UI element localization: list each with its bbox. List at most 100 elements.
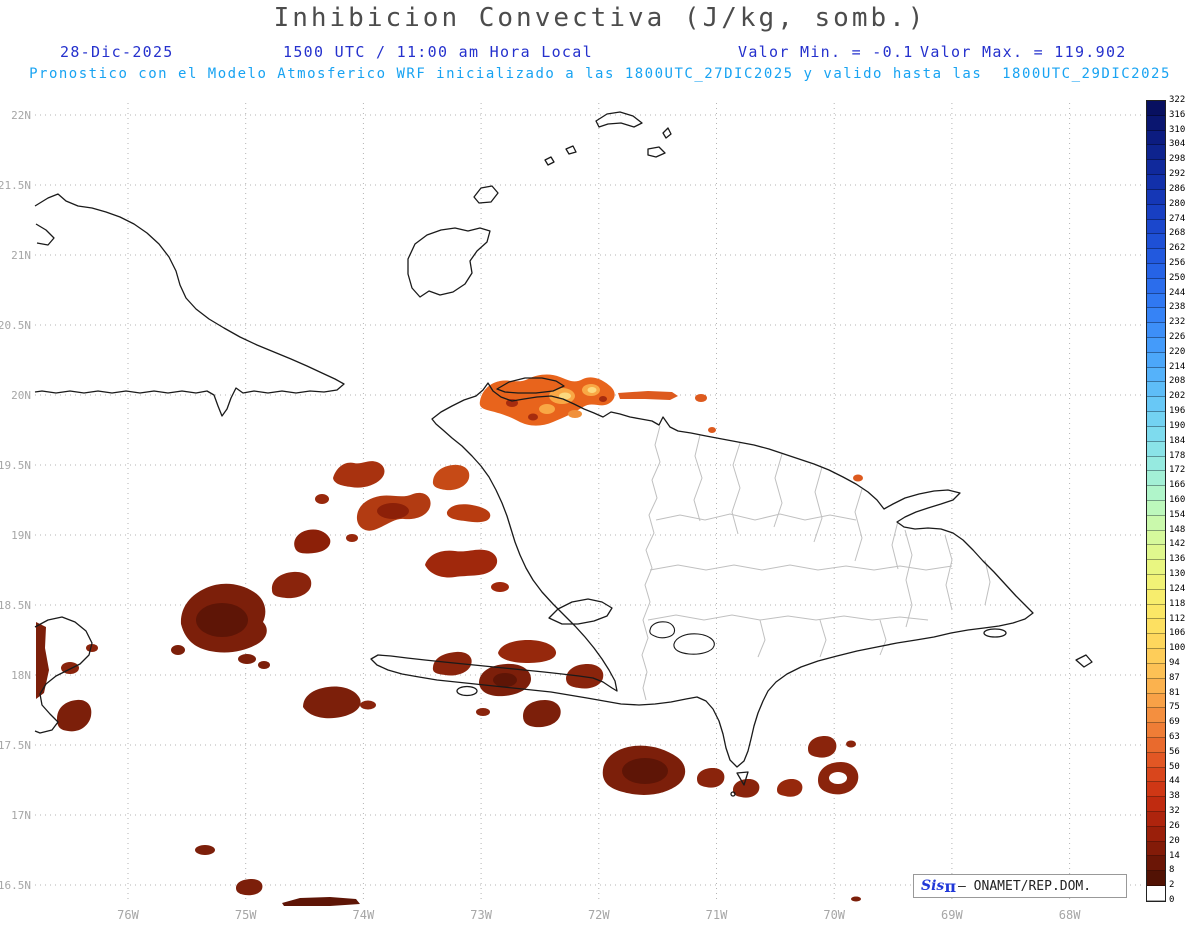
colorbar-segment: [1147, 471, 1165, 487]
lon-tick-label: 71W: [705, 908, 728, 922]
colorbar-tick-label: 304: [1169, 139, 1186, 150]
cin-shading-blob: [846, 740, 856, 748]
cin-shading-blob: [851, 896, 861, 902]
colorbar-tick-label: 81: [1169, 687, 1180, 698]
colorbar-tick-label: 124: [1169, 583, 1186, 594]
colorbar-tick-label: 238: [1169, 302, 1186, 313]
longitude-axis: 76W 75W 74W 73W 72W 71W 70W 69W 68W: [0, 908, 1200, 924]
colorbar-tick-label: 214: [1169, 361, 1186, 372]
colorbar-tick-label: 244: [1169, 287, 1186, 298]
colorbar-tick-label: 262: [1169, 243, 1186, 254]
cin-shading-blob: [196, 603, 248, 637]
colorbar-segment: [1147, 308, 1165, 324]
cin-shading-blob: [523, 700, 561, 728]
lon-tick-label: 75W: [234, 908, 257, 922]
colorbar-segment: [1147, 412, 1165, 427]
colorbar-segment: [1147, 767, 1165, 783]
colorbar-segment: [1147, 160, 1165, 176]
colorbar-segment: [1147, 101, 1165, 116]
colorbar-tick-label: 274: [1169, 213, 1186, 224]
colorbar-segment: [1147, 486, 1165, 501]
cin-shading-blob: [476, 708, 490, 716]
colorbar-tick-label: 32: [1169, 806, 1180, 817]
lat-tick-label: 17.5N: [0, 739, 31, 752]
cin-shading-blob: [360, 700, 376, 710]
colorbar-tick-label: 286: [1169, 183, 1186, 194]
forecast-date: 28-Dic-2025: [60, 43, 174, 61]
cin-shading-blob: [346, 534, 358, 542]
cin-shading-blob: [539, 404, 555, 414]
cin-shading-blob: [493, 673, 517, 687]
cin-shading-blob: [294, 529, 331, 554]
colorbar-segment: [1147, 426, 1165, 442]
cin-shading-blob: [777, 779, 803, 797]
value-max-label: Valor Max. = 119.902: [920, 43, 1127, 61]
cin-shading-blob: [697, 768, 725, 788]
colorbar-tick-label: 2: [1169, 880, 1175, 891]
tortue-island: [496, 377, 565, 394]
dr-province-lines: [647, 434, 991, 658]
lat-tick-label: 17N: [11, 809, 31, 822]
colorbar-segment: [1147, 367, 1165, 383]
colorbar-tick-label: 14: [1169, 850, 1180, 861]
colorbar-segment: [1147, 456, 1165, 472]
colorbar-tick-label: 166: [1169, 480, 1186, 491]
colorbar-segment: [1147, 234, 1165, 250]
model-init-line: Pronostico con el Modelo Atmosferico WRF…: [29, 66, 1171, 82]
coastlines-layer: [34, 111, 1093, 797]
caicos-islands: [544, 111, 672, 166]
cin-shading-blob: [86, 644, 98, 652]
colorbar-segment: [1147, 219, 1165, 235]
colorbar-tick-label: 130: [1169, 569, 1186, 580]
colorbar-segment: [1147, 338, 1165, 353]
colorbar-tick-label: 226: [1169, 332, 1186, 343]
colorbar-tick-label: 38: [1169, 791, 1180, 802]
colorbar-tick-label: 160: [1169, 495, 1186, 505]
cin-shading-blob: [282, 897, 360, 906]
colorbar-segment: [1147, 500, 1165, 516]
colorbar-segment: [1147, 145, 1165, 161]
colorbar-tick-label: 20: [1169, 835, 1180, 846]
colorbar-tick-label: 44: [1169, 776, 1180, 787]
colorbar-tick-label: 280: [1169, 198, 1186, 209]
cin-shading-layer: [36, 374, 863, 906]
ile-a-vache-island: [456, 685, 478, 697]
cin-shading-blob: [618, 391, 678, 400]
colorbar-segment: [1147, 278, 1165, 294]
colorbar-segment: [1147, 693, 1165, 709]
colorbar-tick-label: 148: [1169, 524, 1186, 535]
lake-enriquillo: [673, 633, 715, 655]
lon-tick-label: 69W: [941, 908, 963, 922]
lat-tick-label: 22N: [11, 109, 31, 122]
lat-tick-label: 19.5N: [0, 459, 31, 472]
colorbar-segment: [1147, 263, 1165, 279]
colorbar-tick-label: 292: [1169, 169, 1186, 180]
colorbar-segment: [1147, 604, 1165, 620]
colorbar-segment: [1147, 130, 1165, 146]
colorbar-segment: [1147, 619, 1165, 635]
cin-shading-blob: [498, 640, 557, 663]
colorbar-tick-label: 202: [1169, 391, 1186, 402]
colorbar-tick-label: 154: [1169, 509, 1186, 520]
colorbar-segment: [1147, 293, 1165, 309]
colorbar-segment: [1147, 812, 1165, 827]
cin-shading-blob: [195, 845, 215, 855]
colorbar-tick-label: 50: [1169, 761, 1180, 772]
colorbar-tick-label: 220: [1169, 346, 1186, 357]
lat-tick-label: 18N: [11, 669, 31, 682]
colorbar-tick-label: 136: [1169, 554, 1186, 565]
colorbar-tick-label: 196: [1169, 406, 1186, 417]
credit-text: – ONAMET/REP.DOM.: [958, 878, 1092, 894]
colorbar-segment: [1147, 797, 1165, 812]
lake-saumatre: [649, 621, 676, 639]
cin-shading-blob: [333, 461, 385, 488]
beata-island: [736, 771, 749, 786]
cin-shading-blob: [568, 410, 582, 418]
colorbar-tick-label: 172: [1169, 465, 1186, 476]
lat-tick-label: 21N: [11, 249, 31, 262]
cin-shading-blob: [432, 651, 472, 676]
value-min-label: Valor Min. = -0.1: [738, 43, 914, 61]
credit-box: Sis π – ONAMET/REP.DOM.: [913, 874, 1127, 898]
cin-shading-blob: [599, 396, 607, 402]
cin-shading-blob: [303, 686, 361, 719]
